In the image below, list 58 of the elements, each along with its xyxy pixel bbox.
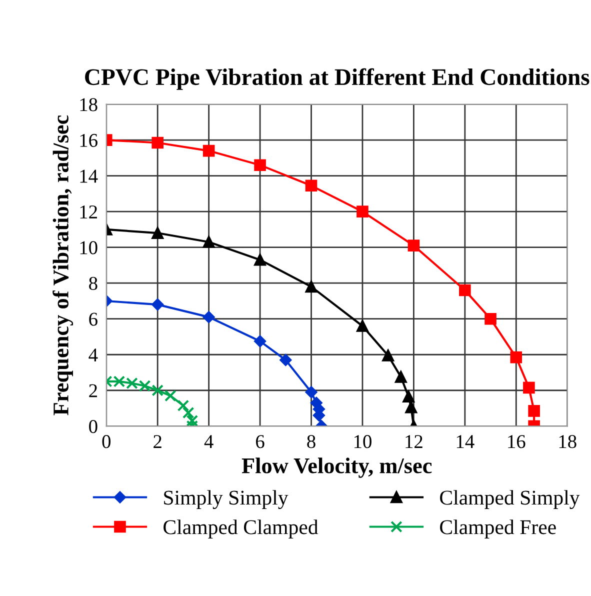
point xyxy=(164,390,176,402)
x-tick-label: 14 xyxy=(456,435,474,448)
legend-label: Clamped Free xyxy=(440,520,556,538)
point xyxy=(408,240,420,252)
point xyxy=(280,354,292,366)
point xyxy=(510,351,522,364)
legend-label: Simply Simply xyxy=(164,490,288,510)
point xyxy=(523,382,535,394)
point xyxy=(152,227,164,239)
legend-label: Clamped Clamped xyxy=(164,520,318,538)
point xyxy=(484,312,496,325)
point xyxy=(254,159,266,171)
x-tick-label: 0 xyxy=(102,435,110,448)
y-tick-label: 4 xyxy=(88,348,98,362)
point xyxy=(182,406,194,419)
point xyxy=(138,380,151,392)
y-tick-label: 16 xyxy=(80,134,98,147)
point xyxy=(305,280,318,293)
x-axis-title: Flow Velocity, m/sec xyxy=(242,458,432,478)
point xyxy=(394,371,407,383)
legend-label: Clamped Simply xyxy=(440,490,580,510)
point xyxy=(202,311,215,324)
point xyxy=(382,350,394,362)
y-tick-label: 10 xyxy=(80,241,98,254)
x-tick-label: 12 xyxy=(406,435,422,448)
point xyxy=(356,206,368,218)
y-tick-label: 0 xyxy=(89,420,98,434)
point xyxy=(305,180,318,192)
point xyxy=(402,390,414,403)
point xyxy=(254,254,266,266)
point xyxy=(186,414,198,426)
x-tick-label: 18 xyxy=(559,435,576,448)
point xyxy=(152,298,164,311)
point xyxy=(202,144,215,157)
y-tick-label: 8 xyxy=(89,276,98,290)
x-tick-label: 16 xyxy=(508,435,526,448)
point xyxy=(152,136,164,149)
point xyxy=(305,386,318,398)
y-axis-title: Frequency of Vibration, rad/sec xyxy=(52,115,74,416)
x-tick-label: 10 xyxy=(354,435,372,448)
chart-title: CPVC Pipe Vibration at Different End Conditions xyxy=(85,68,590,90)
point xyxy=(356,320,368,332)
point xyxy=(202,236,215,248)
x-tick-label: 6 xyxy=(256,435,264,448)
point xyxy=(528,405,540,417)
point xyxy=(177,400,190,412)
x-tick-label: 4 xyxy=(204,435,214,448)
y-tick-label: 12 xyxy=(80,205,97,218)
x-tick-label: 8 xyxy=(307,435,316,448)
point xyxy=(405,401,418,414)
x-tick-label: 2 xyxy=(154,435,162,448)
y-tick-label: 2 xyxy=(89,384,97,398)
point xyxy=(152,384,164,396)
point xyxy=(254,335,266,348)
y-tick-label: 6 xyxy=(89,312,98,326)
point xyxy=(459,284,471,296)
y-tick-label: 18 xyxy=(80,98,98,112)
y-tick-label: 14 xyxy=(80,170,98,183)
